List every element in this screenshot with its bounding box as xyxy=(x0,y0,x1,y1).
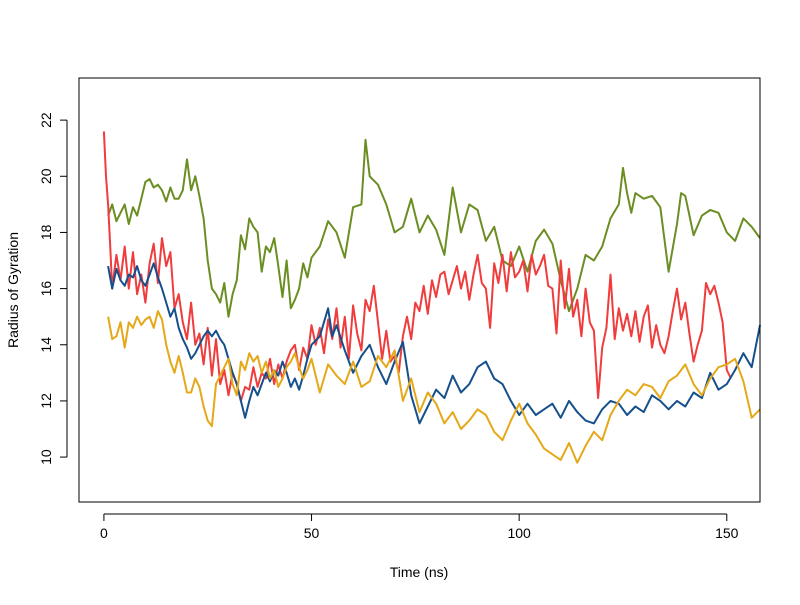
y-tick-label: 10 xyxy=(38,449,54,465)
y-tick-label: 12 xyxy=(38,393,54,409)
y-tick-label: 22 xyxy=(38,112,54,128)
series-line-1 xyxy=(107,138,761,318)
series-layer xyxy=(102,131,761,464)
series-line-2 xyxy=(102,131,732,402)
y-axis: 10 12 14 16 18 20 22 xyxy=(38,112,68,465)
y-tick-label: 20 xyxy=(38,168,54,184)
x-axis: 0 50 100 150 xyxy=(100,513,739,541)
y-tick-label: 18 xyxy=(38,224,54,240)
y-axis-label: Radius of Gyration xyxy=(5,232,21,348)
y-tick-label: 16 xyxy=(38,281,54,297)
x-tick-label: 150 xyxy=(715,525,739,541)
plot-frame xyxy=(78,77,761,503)
x-tick-label: 0 xyxy=(100,525,108,541)
series-line-3 xyxy=(107,262,761,425)
x-tick-label: 50 xyxy=(304,525,320,541)
series-line-4 xyxy=(107,310,761,464)
x-axis-label: Time (ns) xyxy=(390,564,449,580)
y-tick-label: 14 xyxy=(38,337,54,353)
x-tick-label: 100 xyxy=(507,525,531,541)
